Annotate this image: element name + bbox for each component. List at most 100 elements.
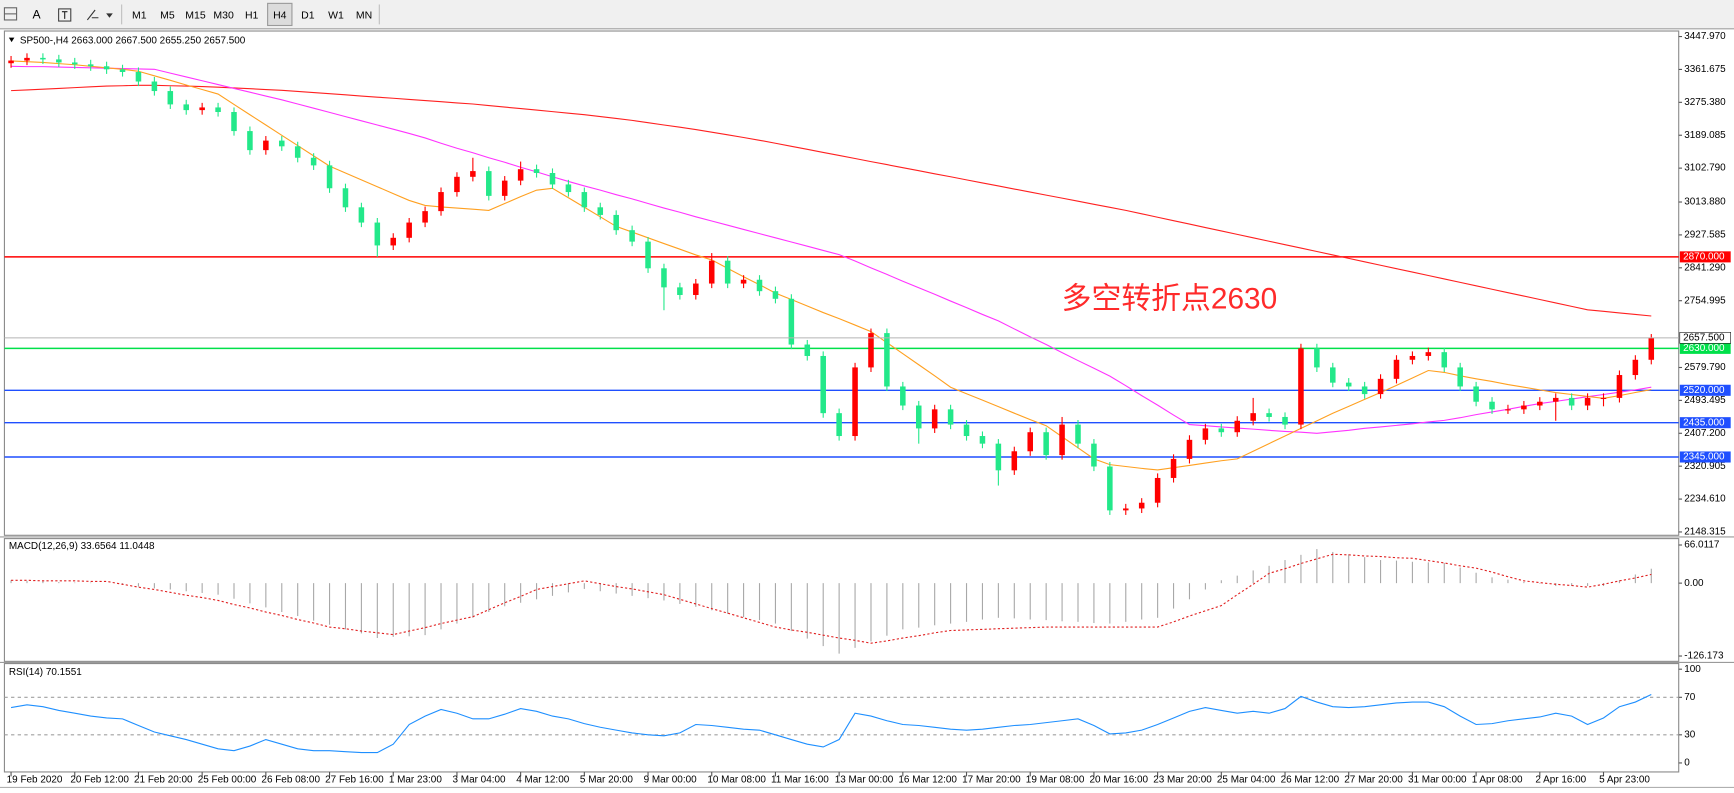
candle-body (1521, 405, 1527, 410)
y-tick-label: 30 (1684, 729, 1696, 740)
candle-body (1298, 348, 1304, 425)
candle-body (1282, 416, 1288, 425)
candle-body (1170, 458, 1177, 478)
candle-body (1011, 451, 1018, 471)
panels (0, 30, 1734, 788)
candle-body (342, 188, 349, 208)
y-tick-label: 0 (1684, 758, 1690, 769)
y-tick-label: 3102.790 (1684, 163, 1726, 174)
macd-panel-frame (3, 538, 1680, 662)
grid-icon[interactable] (3, 7, 18, 21)
candle-body (1393, 359, 1400, 379)
y-tick-label: 66.0117 (1684, 540, 1720, 551)
x-tick-label: 2 Apr 16:00 (1535, 774, 1586, 785)
label-tool[interactable] (58, 8, 72, 22)
candle-body (390, 237, 397, 246)
period-button[interactable]: H4 (273, 9, 287, 21)
period-button[interactable]: M15 (185, 9, 206, 21)
x-tick-label: 20 Feb 12:00 (70, 774, 129, 785)
candle-body (1584, 397, 1591, 406)
candle-body (1314, 348, 1320, 368)
toolbar: A M1 M5 M15 M30 H1 H4 D1 W1 MN (0, 0, 1734, 30)
y-tick-label: 2927.585 (1684, 230, 1726, 241)
y-tick-label: 2407.200 (1684, 428, 1726, 439)
candle-body (629, 230, 635, 242)
candle-body (1473, 386, 1479, 402)
x-tick-label: 23 Mar 20:00 (1153, 774, 1212, 785)
candle-body (40, 57, 46, 60)
candle-body (470, 171, 476, 177)
candle-body (1075, 424, 1081, 444)
period-button[interactable]: M30 (213, 9, 234, 21)
candle-body (358, 207, 365, 223)
candle-body (8, 60, 14, 64)
candle-body (1154, 477, 1161, 503)
price-label: 2657.500 (1683, 332, 1725, 343)
candle-body (915, 405, 922, 429)
x-tick-label: 27 Mar 20:00 (1344, 774, 1403, 785)
candle-body (1218, 428, 1225, 433)
y-tick-label: 70 (1684, 692, 1696, 703)
x-tick-label: 5 Apr 23:00 (1599, 774, 1650, 785)
x-tick-label: 4 Mar 12:00 (516, 774, 570, 785)
shapes-tool[interactable] (86, 9, 113, 21)
period-button[interactable]: M5 (160, 9, 175, 21)
candle-body (1425, 352, 1432, 356)
candle-body (820, 355, 826, 414)
level-label-bg (1679, 451, 1731, 463)
candle-body (1059, 424, 1065, 456)
candle-body (103, 66, 110, 70)
period-button[interactable]: D1 (301, 9, 315, 21)
level-label: 2345.000 (1683, 452, 1725, 463)
candle-body (215, 107, 221, 113)
candle-body (995, 443, 1002, 471)
candle-body (1250, 413, 1256, 421)
candle-body (119, 69, 126, 72)
candle-body (486, 171, 492, 196)
candle-body (756, 279, 763, 292)
y-tick-label: 2148.315 (1684, 527, 1726, 538)
candle-body (931, 409, 938, 429)
period-button[interactable]: M1 (132, 9, 147, 21)
candle-body (836, 413, 842, 437)
period-button[interactable]: W1 (328, 9, 344, 21)
candle-body (1345, 382, 1352, 387)
x-tick-label: 27 Feb 16:00 (325, 774, 384, 785)
candle-body (183, 104, 189, 111)
icon-stroke (86, 9, 99, 21)
text-tool[interactable]: A (32, 8, 41, 22)
y-tick-label: 2754.995 (1684, 295, 1726, 306)
candle-body (852, 367, 858, 437)
candle-body (1648, 337, 1655, 360)
period-button[interactable]: MN (356, 9, 372, 21)
candle-body (1377, 378, 1384, 395)
main-panel-frame (3, 30, 1680, 536)
x-tick-label: 5 Mar 20:00 (580, 774, 634, 785)
x-tick-label: 10 Mar 08:00 (707, 774, 766, 785)
candle-body (1505, 409, 1511, 411)
y-tick-label: 3361.675 (1684, 64, 1726, 75)
period-button-active[interactable] (267, 2, 293, 27)
rsi-panel-frame (3, 663, 1680, 773)
rsi-header: RSI(14) 70.1551 (9, 667, 82, 678)
candle-body (279, 140, 285, 147)
candle-body (804, 344, 811, 356)
candle-body (151, 81, 158, 92)
candle-body (740, 279, 747, 284)
candle-body (1632, 359, 1639, 376)
candle-body (1202, 428, 1209, 440)
y-tick-label: -126.173 (1684, 651, 1724, 662)
candle-body (1616, 375, 1623, 398)
level-label-bg (1679, 417, 1731, 429)
macd-header: MACD(12,26,9) 33.6564 11.0448 (9, 541, 155, 552)
candle-body (1552, 397, 1559, 402)
candle-body (1361, 386, 1368, 395)
candle-body (1091, 443, 1097, 467)
period-button[interactable]: H1 (245, 9, 259, 21)
candle-body (613, 214, 619, 231)
x-tick-label: 11 Mar 16:00 (771, 774, 829, 785)
candle-body (645, 241, 651, 269)
candle-body (677, 287, 683, 295)
candle-body (661, 268, 667, 288)
